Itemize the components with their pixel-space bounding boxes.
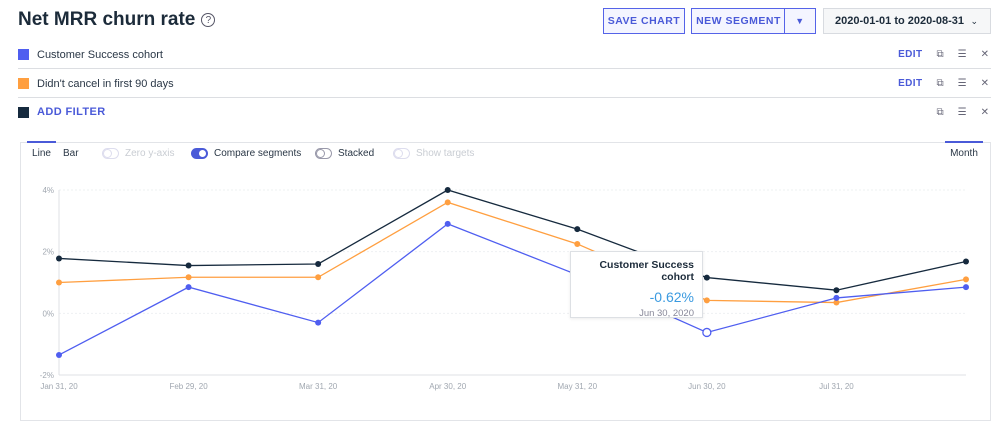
data-point [56, 279, 62, 286]
data-point [833, 294, 840, 301]
show-targets-toggle[interactable]: Show targets [393, 148, 474, 159]
toggle-icon [315, 148, 332, 159]
data-point [315, 274, 322, 281]
x-tick-label: Apr 30, 20 [429, 382, 466, 391]
chevron-down-icon: ⌄ [970, 15, 978, 26]
series-line [58, 223, 967, 356]
menu-icon[interactable]: ☰ [957, 106, 967, 118]
duplicate-icon[interactable]: ⧉ [936, 106, 944, 118]
data-point [56, 255, 62, 262]
series-line [58, 201, 967, 304]
data-point [444, 220, 451, 227]
tooltip-date: Jun 30, 2020 [639, 308, 694, 319]
period-select[interactable]: Month [945, 141, 983, 159]
toggle-label: Compare segments [214, 148, 302, 159]
data-point [703, 274, 710, 281]
toggle-label: Show targets [416, 148, 475, 159]
new-segment-dropdown-icon[interactable]: ▼ [784, 8, 816, 34]
x-tick-label: Jun 30, 20 [688, 382, 726, 391]
compare-segments-toggle[interactable]: Compare segments [191, 148, 301, 159]
data-point [444, 187, 451, 193]
tooltip-series: Customer Success cohort [599, 259, 694, 283]
data-point [574, 226, 581, 233]
toggle-label: Stacked [338, 148, 375, 159]
close-icon[interactable]: ✕ [980, 78, 989, 89]
zero-y-axis-toggle[interactable]: Zero y-axis [102, 148, 174, 159]
data-point [703, 297, 710, 304]
add-filter-button[interactable]: ADD FILTER [37, 106, 106, 118]
segment-color-swatch [18, 106, 29, 118]
toggle-label: Zero y-axis [125, 148, 175, 159]
segment-row: Customer Success cohort EDIT ⧉ ☰ ✕ [18, 41, 991, 69]
data-point [963, 284, 969, 291]
tooltip: Customer Success cohort -0.62% Jun 30, 2… [570, 251, 703, 319]
tooltip-value: -0.62% [649, 289, 694, 305]
segment-color-swatch [18, 78, 29, 89]
tab-line[interactable]: Line [27, 141, 56, 159]
data-point [185, 284, 192, 291]
data-point [702, 327, 712, 338]
menu-icon[interactable]: ☰ [957, 78, 967, 89]
date-range-select[interactable]: 2020-01-01 to 2020-08-31 ⌄ [823, 8, 991, 34]
data-point [833, 299, 840, 306]
data-point [444, 199, 451, 206]
segment-label: Didn't cancel in first 90 days [37, 77, 174, 90]
toggle-icon [191, 148, 208, 159]
series-line [58, 189, 967, 291]
data-point [56, 351, 62, 358]
segment-row: ADD FILTER ⧉ ☰ ✕ [18, 98, 991, 126]
data-point [963, 276, 969, 283]
x-tick-label: May 31, 20 [557, 382, 597, 391]
x-tick-label: Jan 31, 20 [40, 382, 78, 391]
x-tick-label: Mar 31, 20 [299, 382, 338, 391]
duplicate-icon[interactable]: ⧉ [936, 78, 944, 89]
duplicate-icon[interactable]: ⧉ [936, 49, 944, 60]
data-point [963, 258, 969, 265]
segment-color-swatch [18, 49, 29, 60]
stacked-toggle[interactable]: Stacked [315, 148, 374, 159]
chart-panel [20, 142, 991, 421]
toggle-icon [102, 148, 119, 159]
data-point [833, 287, 840, 294]
edit-button[interactable]: EDIT [898, 78, 923, 89]
segment-row: Didn't cancel in first 90 days EDIT ⧉ ☰ ✕ [18, 70, 991, 98]
page-title: Net MRR churn rate? [18, 9, 216, 31]
toggle-icon [393, 148, 410, 159]
data-point [185, 262, 192, 269]
x-tick-label: Feb 29, 20 [169, 382, 208, 391]
title-text: Net MRR churn rate [18, 9, 196, 30]
data-point [574, 240, 581, 247]
help-icon[interactable]: ? [201, 13, 216, 27]
y-tick-label: -2% [40, 371, 54, 380]
data-point [315, 261, 322, 267]
new-segment-button[interactable]: NEW SEGMENT [691, 8, 785, 34]
save-chart-button[interactable]: SAVE CHART [603, 8, 685, 34]
date-range-value: 2020-01-01 to 2020-08-31 [835, 15, 965, 27]
data-point [185, 274, 192, 281]
menu-icon[interactable]: ☰ [957, 49, 967, 60]
y-tick-label: 4% [42, 186, 54, 195]
x-tick-label: Jul 31, 20 [819, 382, 854, 391]
y-tick-label: 2% [42, 248, 54, 257]
edit-button[interactable]: EDIT [898, 49, 923, 60]
segment-label: Customer Success cohort [37, 48, 163, 61]
tab-bar[interactable]: Bar [63, 148, 79, 159]
close-icon[interactable]: ✕ [980, 49, 989, 60]
y-tick-label: 0% [42, 309, 54, 318]
close-icon[interactable]: ✕ [980, 106, 989, 118]
data-point [315, 319, 322, 326]
